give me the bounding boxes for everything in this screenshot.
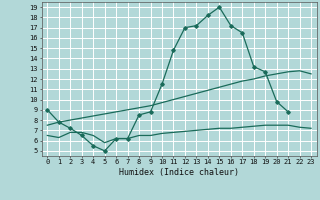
X-axis label: Humidex (Indice chaleur): Humidex (Indice chaleur) <box>119 168 239 177</box>
